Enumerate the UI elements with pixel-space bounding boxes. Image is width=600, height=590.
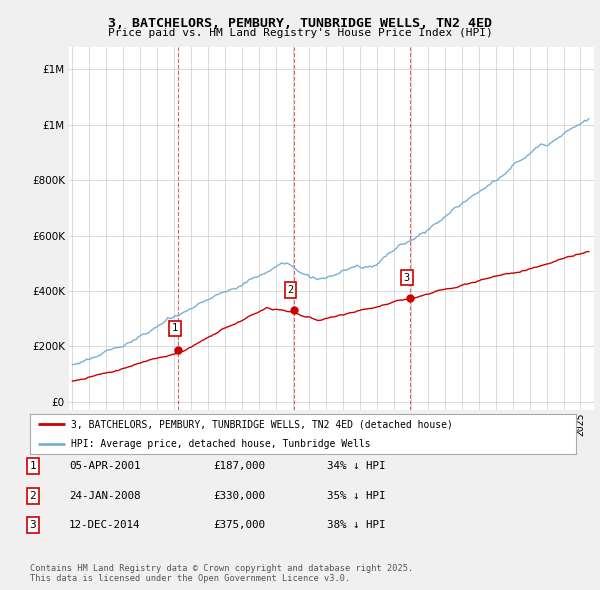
Text: 2: 2	[29, 491, 37, 501]
Text: 3, BATCHELORS, PEMBURY, TUNBRIDGE WELLS, TN2 4ED (detached house): 3, BATCHELORS, PEMBURY, TUNBRIDGE WELLS,…	[71, 419, 453, 429]
Text: 24-JAN-2008: 24-JAN-2008	[69, 491, 140, 501]
Text: 3: 3	[404, 273, 410, 283]
Text: 35% ↓ HPI: 35% ↓ HPI	[327, 491, 386, 501]
Text: 3, BATCHELORS, PEMBURY, TUNBRIDGE WELLS, TN2 4ED: 3, BATCHELORS, PEMBURY, TUNBRIDGE WELLS,…	[108, 17, 492, 30]
Text: 2: 2	[287, 285, 293, 295]
Text: HPI: Average price, detached house, Tunbridge Wells: HPI: Average price, detached house, Tunb…	[71, 440, 371, 449]
Text: 05-APR-2001: 05-APR-2001	[69, 461, 140, 471]
Text: 3: 3	[29, 520, 37, 530]
Text: £375,000: £375,000	[213, 520, 265, 530]
Text: 34% ↓ HPI: 34% ↓ HPI	[327, 461, 386, 471]
Text: 38% ↓ HPI: 38% ↓ HPI	[327, 520, 386, 530]
Text: Price paid vs. HM Land Registry's House Price Index (HPI): Price paid vs. HM Land Registry's House …	[107, 28, 493, 38]
Text: £187,000: £187,000	[213, 461, 265, 471]
Text: 1: 1	[172, 323, 178, 333]
Text: 12-DEC-2014: 12-DEC-2014	[69, 520, 140, 530]
Text: £330,000: £330,000	[213, 491, 265, 501]
Text: Contains HM Land Registry data © Crown copyright and database right 2025.
This d: Contains HM Land Registry data © Crown c…	[30, 563, 413, 583]
Text: 1: 1	[29, 461, 37, 471]
